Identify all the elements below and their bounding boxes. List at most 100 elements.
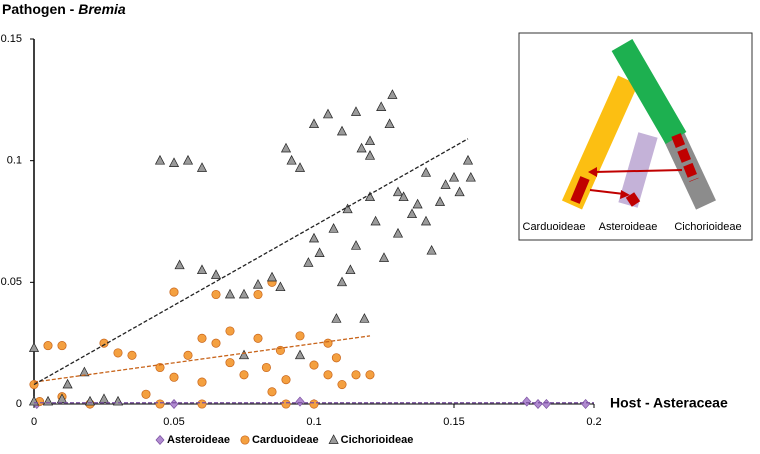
- trend-line: [33, 335, 371, 383]
- point: [331, 313, 342, 323]
- point: [113, 348, 123, 358]
- point: [197, 377, 207, 387]
- title-text: Pathogen -: [2, 1, 78, 17]
- point: [154, 154, 166, 165]
- point: [252, 279, 264, 289]
- point: [295, 396, 305, 407]
- point: [336, 276, 348, 287]
- point: [370, 215, 381, 226]
- y-tick-label: 0.05: [1, 276, 22, 288]
- inset: Carduoideae Asteroideae Cichorioideae: [518, 32, 753, 241]
- series: [28, 89, 476, 406]
- point: [196, 162, 208, 172]
- x-tick-label: 0.1: [306, 416, 321, 428]
- point: [155, 399, 165, 409]
- point: [465, 171, 476, 182]
- point: [169, 287, 179, 297]
- point: [286, 154, 297, 165]
- point: [174, 259, 185, 270]
- point: [112, 395, 124, 406]
- inset-host-shift: [570, 176, 590, 204]
- point: [376, 101, 387, 111]
- point: [169, 398, 179, 410]
- point: [308, 232, 320, 243]
- legend-marker: [328, 434, 339, 444]
- point: [261, 362, 271, 373]
- point: [295, 331, 305, 341]
- point: [127, 350, 137, 360]
- point: [266, 271, 278, 282]
- point: [197, 399, 207, 409]
- point: [420, 215, 432, 226]
- point: [210, 269, 222, 279]
- point: [309, 360, 319, 370]
- y-tick-label: 0.1: [7, 155, 22, 167]
- x-tick-label: 0.2: [586, 416, 601, 428]
- legend-label: Carduoideae: [252, 434, 319, 446]
- point: [309, 399, 319, 409]
- point: [533, 398, 543, 410]
- point: [84, 395, 96, 406]
- point: [275, 345, 285, 356]
- point: [426, 244, 437, 255]
- point: [384, 118, 395, 129]
- point: [253, 289, 263, 300]
- point: [440, 179, 451, 189]
- point: [364, 135, 376, 146]
- point: [350, 106, 362, 116]
- point: [398, 191, 409, 202]
- point: [412, 198, 423, 209]
- point: [314, 247, 325, 257]
- point: [168, 157, 180, 167]
- x-axis-label: Host - Asteraceae: [610, 395, 728, 411]
- inset-arrow: [593, 169, 683, 173]
- inset-arrow: [589, 189, 625, 195]
- inset-label: Carduoideae: [523, 221, 586, 233]
- point: [365, 370, 375, 380]
- point: [197, 333, 207, 343]
- point: [43, 341, 53, 351]
- legend-marker: [155, 434, 165, 446]
- point: [392, 227, 404, 238]
- point: [253, 333, 263, 343]
- point: [308, 118, 320, 129]
- inset-host-shift: [625, 192, 641, 207]
- point: [448, 171, 460, 182]
- point: [294, 349, 306, 360]
- x-tick-label: 0: [31, 416, 37, 428]
- point: [378, 252, 390, 262]
- legend-marker: [240, 435, 250, 445]
- point: [42, 395, 54, 406]
- point: [323, 370, 333, 380]
- y-tick-label: 0: [16, 398, 22, 410]
- point: [336, 125, 348, 136]
- point: [183, 350, 193, 360]
- point: [406, 208, 418, 219]
- point: [62, 378, 73, 389]
- series: [29, 277, 375, 409]
- point: [350, 240, 362, 250]
- point: [337, 379, 347, 390]
- point: [141, 389, 151, 399]
- x-tick-label: 0.05: [163, 416, 184, 428]
- point: [182, 154, 194, 165]
- point: [434, 196, 446, 206]
- point: [155, 362, 165, 373]
- point: [211, 289, 221, 300]
- point: [345, 264, 356, 275]
- inset-label: Cichorioideae: [674, 221, 741, 233]
- point: [331, 353, 341, 363]
- point: [328, 223, 339, 233]
- legend-label: Asteroideae: [167, 434, 230, 446]
- point: [57, 341, 67, 351]
- point: [238, 288, 250, 299]
- trend-line: [33, 138, 469, 386]
- point: [280, 142, 292, 153]
- point: [351, 370, 361, 380]
- point: [541, 398, 551, 410]
- point: [392, 186, 404, 197]
- point: [454, 186, 465, 197]
- point: [420, 167, 432, 177]
- chart-title: Pathogen - Bremia: [2, 1, 126, 17]
